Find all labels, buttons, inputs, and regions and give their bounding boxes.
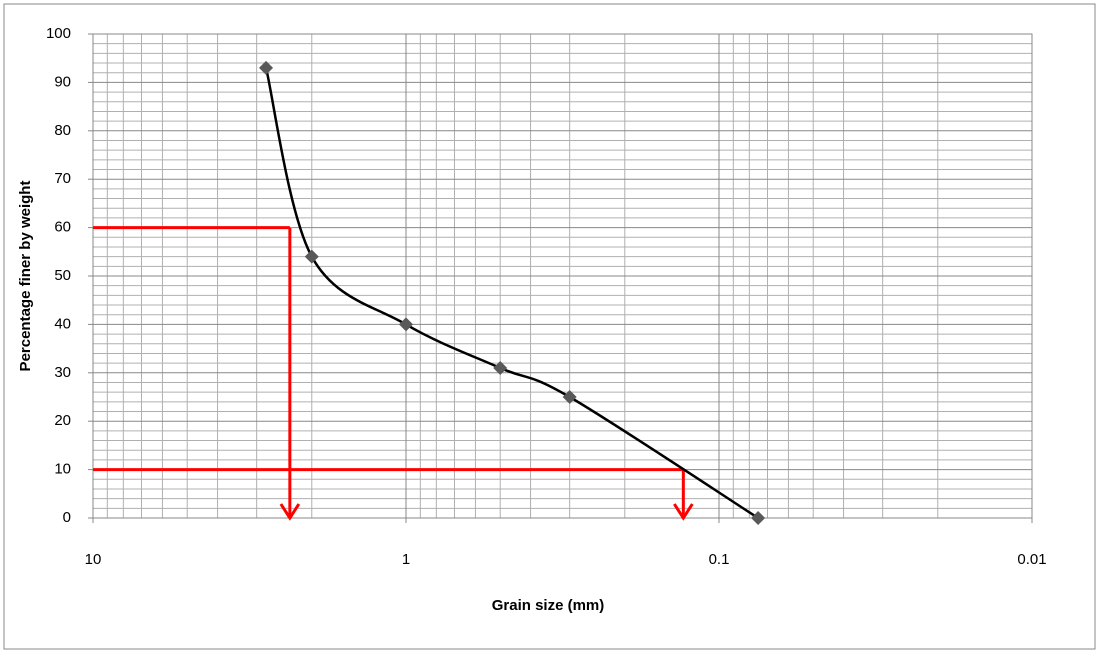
y-tick-label: 90 (54, 73, 71, 90)
x-tick-label: 0.1 (709, 551, 730, 568)
y-tick-label: 100 (46, 25, 71, 42)
y-tick-label: 20 (54, 412, 71, 429)
y-tick-label: 10 (54, 461, 71, 478)
chart: Grain size (mm) Percentage finer by weig… (0, 0, 1099, 653)
y-tick-label: 30 (54, 364, 71, 381)
y-tick-label: 80 (54, 122, 71, 139)
y-tick-label: 70 (54, 170, 71, 187)
x-tick-label: 0.01 (1017, 551, 1046, 568)
x-axis-label: Grain size (mm) (492, 597, 605, 614)
y-tick-label: 0 (63, 509, 71, 526)
y-axis-label: Percentage finer by weight (17, 181, 34, 372)
x-tick-label: 10 (85, 551, 102, 568)
x-tick-label: 1 (402, 551, 410, 568)
y-tick-label: 60 (54, 219, 71, 236)
y-tick-label: 50 (54, 267, 71, 284)
chart-frame (4, 4, 1095, 649)
y-tick-label: 40 (54, 315, 71, 332)
